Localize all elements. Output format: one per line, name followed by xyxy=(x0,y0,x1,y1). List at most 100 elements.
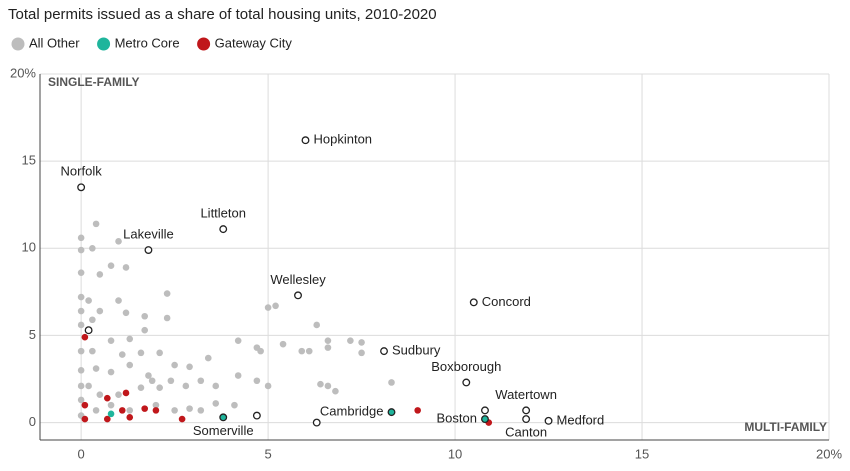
point xyxy=(141,312,149,320)
point xyxy=(358,349,365,357)
annotation: MULTI-FAMILY xyxy=(744,420,827,434)
point xyxy=(264,304,272,311)
point xyxy=(152,407,160,414)
point-label: Boxborough xyxy=(431,359,501,374)
y-tick-label: 20% xyxy=(10,65,36,80)
point xyxy=(257,347,264,355)
legend-swatch xyxy=(97,37,111,51)
point-label: Somerville xyxy=(193,423,254,438)
point xyxy=(107,410,115,418)
point xyxy=(122,389,130,397)
point xyxy=(204,354,212,362)
point xyxy=(77,382,85,390)
point-label: Boston xyxy=(436,411,476,426)
point xyxy=(324,382,332,390)
point-label: Concord xyxy=(482,294,531,309)
point-label: Medford xyxy=(557,412,605,427)
point-label: Canton xyxy=(505,425,547,440)
point xyxy=(77,396,85,404)
point xyxy=(294,291,302,300)
point xyxy=(301,136,310,145)
point xyxy=(77,321,85,329)
point xyxy=(145,372,152,379)
point xyxy=(156,384,163,392)
point xyxy=(77,246,85,254)
point xyxy=(212,400,220,407)
point xyxy=(92,365,100,372)
x-tick-label: 5 xyxy=(264,446,271,461)
x-tick-label: 10 xyxy=(448,446,462,461)
point xyxy=(126,414,134,421)
y-tick-label: 15 xyxy=(22,153,36,168)
point xyxy=(358,339,365,346)
point xyxy=(469,298,478,307)
point xyxy=(186,363,193,371)
point xyxy=(137,384,145,392)
point xyxy=(171,361,178,369)
point-label: Watertown xyxy=(495,387,557,402)
point xyxy=(312,418,321,427)
point xyxy=(332,387,339,395)
point xyxy=(219,225,228,234)
point xyxy=(126,361,134,369)
y-tick-label: 0 xyxy=(29,414,36,429)
point xyxy=(77,293,85,301)
point xyxy=(231,401,238,409)
legend-label: Metro Core xyxy=(115,35,180,50)
y-tick-label: 5 xyxy=(29,327,36,342)
point xyxy=(414,407,421,414)
point xyxy=(544,416,553,425)
point xyxy=(163,314,171,322)
point-label: Littleton xyxy=(200,206,246,221)
y-tick-label: 10 xyxy=(22,240,36,255)
point xyxy=(81,415,89,423)
point xyxy=(324,337,332,344)
point xyxy=(89,244,96,252)
point xyxy=(234,372,242,379)
point xyxy=(118,351,126,358)
chart-title: Total permits issued as a share of total… xyxy=(8,6,437,23)
point xyxy=(85,382,92,390)
point xyxy=(234,337,242,344)
point xyxy=(313,321,321,329)
annotation: SINGLE-FAMILY xyxy=(48,75,140,89)
point xyxy=(481,415,489,424)
point xyxy=(387,408,396,417)
point xyxy=(77,366,85,374)
point xyxy=(264,382,272,390)
point xyxy=(197,407,205,414)
x-tick-label: 0 xyxy=(78,446,85,461)
point-label: Norfolk xyxy=(61,164,103,179)
point xyxy=(252,411,261,420)
point xyxy=(126,335,134,343)
point-label: Cambridge xyxy=(320,404,384,419)
point xyxy=(347,337,354,344)
point xyxy=(305,347,313,355)
point xyxy=(77,269,85,276)
legend-swatch xyxy=(197,37,211,51)
point xyxy=(522,415,531,424)
point xyxy=(115,391,122,398)
point xyxy=(122,309,130,317)
point xyxy=(96,307,104,315)
point xyxy=(96,271,104,278)
point-label: Hopkinton xyxy=(313,132,372,147)
point xyxy=(77,183,86,192)
point xyxy=(152,401,160,409)
points: Hopkinton Norfolk Littleton Lakeville Welles… xyxy=(61,132,605,440)
point xyxy=(522,406,531,415)
point-label: Sudbury xyxy=(392,343,441,358)
point xyxy=(253,377,261,385)
point xyxy=(186,405,193,412)
point xyxy=(481,406,489,415)
point xyxy=(107,337,115,344)
legend-label: Gateway City xyxy=(215,35,293,50)
point xyxy=(388,379,395,386)
point xyxy=(148,377,156,385)
point xyxy=(182,382,190,390)
point xyxy=(107,262,115,270)
point xyxy=(141,405,149,412)
point xyxy=(141,326,149,334)
point xyxy=(77,347,85,355)
legend-swatch xyxy=(11,37,25,51)
